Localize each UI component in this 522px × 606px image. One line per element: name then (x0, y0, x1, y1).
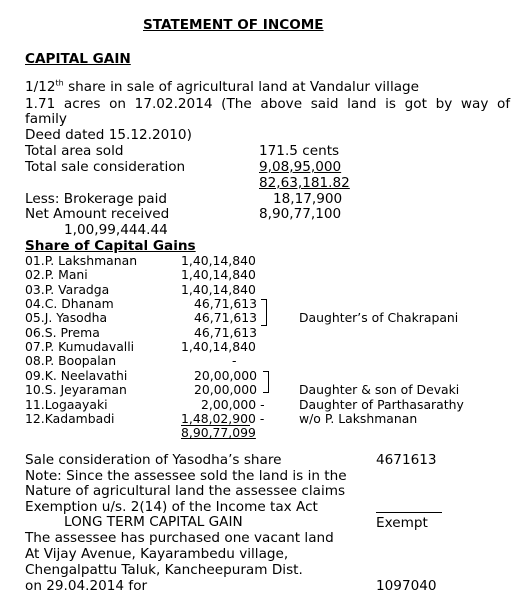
per-cent-value: 82,63,181.82 (259, 175, 350, 191)
note-lakshmanan: w/o P. Lakshmanan (299, 411, 418, 426)
note-devaki: Daughter & son of Devaki (299, 382, 460, 397)
yasodha-sale-value: 4671613 (376, 452, 437, 468)
share-amount: 46,71,613 (194, 310, 258, 325)
shares-total: 8,90,77,099 (181, 425, 256, 440)
purchase-value: 1097040 (376, 578, 437, 594)
share-name: 11.Logaayaki (25, 397, 108, 412)
kadambadi-underline (181, 425, 250, 426)
share-name: 04.C. Dhanam (25, 296, 114, 311)
shares-heading: Share of Capital Gains (25, 238, 196, 254)
note-parthasarathy: Daughter of Parthasarathy (299, 397, 464, 412)
share-amount: 46,71,613 (194, 296, 258, 311)
brokerage-label: Less: Brokerage paid (25, 191, 168, 207)
share-amount: 1,40,14,840 (181, 339, 256, 354)
share-name: 07.P. Kumudavalli (25, 339, 135, 354)
share-name: 10.S. Jeyaraman (25, 382, 127, 397)
intro-line-4: Deed dated 15.12.2010) (25, 127, 192, 143)
share-name: 09.K. Neelavathi (25, 368, 128, 383)
net-amount-label: Net Amount received (25, 206, 170, 222)
statement-title: STATEMENT OF INCOME (143, 17, 324, 33)
intro-line-2: 1.71 acres on 17.02.2014 (The above said… (25, 96, 511, 112)
per-share-value: 1,00,99,444.44 (64, 222, 168, 238)
note-line-2: Nature of agricultural land the assessee… (25, 483, 346, 499)
share-name: 12.Kadambadi (25, 411, 115, 426)
total-sale-label: Total sale consideration (25, 159, 186, 175)
purchase-line-3: Chengalpattu Taluk, Kancheepuram Dist. (25, 562, 303, 578)
total-area-label: Total area sold (25, 143, 124, 159)
purchase-line-4: on 29.04.2014 for (25, 578, 148, 594)
note-chakrapani: Daughter’s of Chakrapani (299, 310, 459, 325)
share-name: 01.P. Lakshmanan (25, 253, 138, 268)
capital-gain-heading: CAPITAL GAIN (25, 51, 131, 67)
exempt-rule (376, 512, 442, 513)
ltcg-value: Exempt (376, 515, 428, 531)
total-sale-value: 9,08,95,000 (259, 159, 342, 175)
share-name: 08.P. Boopalan (25, 353, 117, 368)
share-amount: 46,71,613 (194, 325, 258, 340)
share-amount: 1,40,14,840 (181, 282, 256, 297)
share-name: 03.P. Varadga (25, 282, 110, 297)
share-amount: - (232, 353, 237, 368)
share-name: 02.P. Mani (25, 267, 88, 282)
note-line-3: Exemption u/s. 2(14) of the Income tax A… (25, 499, 318, 515)
note-line-1: Note: Since the assessee sold the land i… (25, 468, 347, 484)
total-area-value: 171.5 cents (259, 143, 340, 159)
purchase-line-1: The assessee has purchased one vacant la… (25, 530, 334, 546)
devaki-brace (263, 371, 269, 393)
yasodha-sale-label: Sale consideration of Yasodha’s share (25, 452, 282, 468)
purchase-line-2: At Vijay Avenue, Kayarambedu village, (25, 546, 289, 562)
share-amount: 20,00,000 (194, 382, 258, 397)
net-amount-value: 8,90,77,100 (259, 206, 342, 222)
share-amount: 2,00,000 - (201, 397, 265, 412)
intro-line-3: family (25, 111, 67, 127)
share-name: 06.S. Prema (25, 325, 100, 340)
share-amount: 1,48,02,900 - (181, 411, 265, 426)
share-name: 05.J. Yasodha (25, 310, 108, 325)
chakrapani-brace (261, 299, 267, 326)
brokerage-value: 18,17,900 (273, 191, 343, 207)
intro-line-1: 1/12th share in sale of agricultural lan… (25, 78, 420, 95)
share-amount: 1,40,14,840 (181, 253, 256, 268)
share-amount: 1,40,14,840 (181, 267, 256, 282)
ltcg-label: LONG TERM CAPITAL GAIN (64, 514, 243, 530)
share-amount: 20,00,000 (194, 368, 258, 383)
